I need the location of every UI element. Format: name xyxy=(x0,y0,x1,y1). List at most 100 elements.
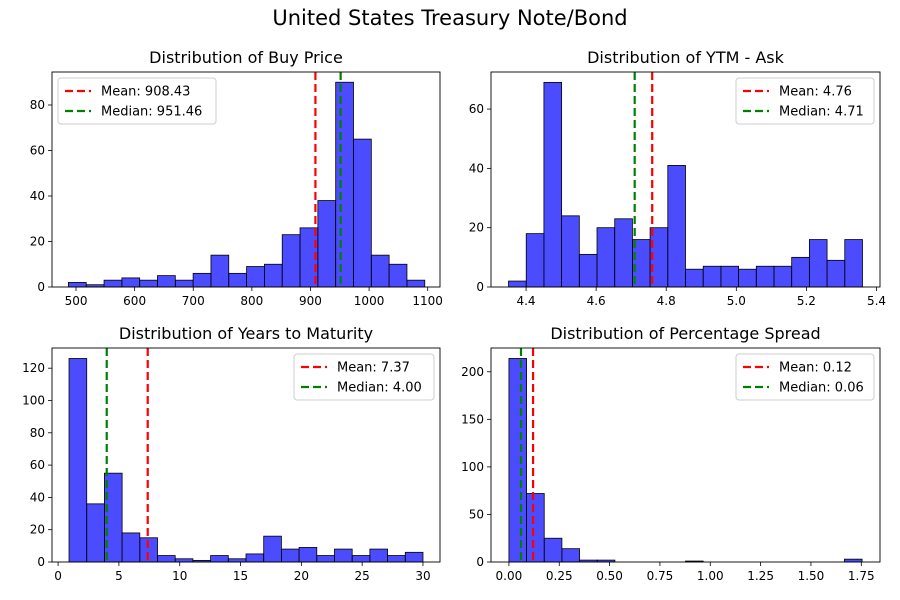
x-tick-label: 1100 xyxy=(412,294,443,308)
x-tick-label: 10 xyxy=(172,569,187,583)
x-tick-label: 0.75 xyxy=(647,569,674,583)
x-tick-label: 25 xyxy=(355,569,370,583)
histogram-bar xyxy=(578,253,598,288)
y-tick-label: 40 xyxy=(30,189,45,203)
x-tick-label: 4.6 xyxy=(587,294,606,308)
x-tick-label: 5.4 xyxy=(867,294,886,308)
legend-median-label: Median: 0.06 xyxy=(779,381,864,396)
histogram-bar xyxy=(406,279,426,288)
histogram-bar xyxy=(263,535,282,563)
histogram-bar xyxy=(508,280,527,288)
y-tick-label: 60 xyxy=(469,102,484,116)
figure-title: United States Treasury Note/Bond xyxy=(272,6,628,30)
histogram-bar xyxy=(86,503,105,563)
histogram-bar xyxy=(596,227,616,288)
axes-frame xyxy=(490,71,881,288)
y-tick-label: 0 xyxy=(37,555,45,569)
y-tick-label: 80 xyxy=(30,426,45,440)
histogram-bar xyxy=(826,259,846,288)
y-tick-label: 60 xyxy=(30,458,45,472)
histogram-bar xyxy=(369,548,388,563)
legend-mean-label: Mean: 908.43 xyxy=(101,85,190,100)
legend-median-label: Median: 951.46 xyxy=(101,105,202,120)
subplot-3: 0 5 10 15 20 25 30 0 20 40 60 80 100 120 Distribution … xyxy=(22,324,441,583)
axes-frame xyxy=(51,71,441,288)
histogram-bar xyxy=(335,81,354,288)
x-tick-label: 0.50 xyxy=(596,569,623,583)
histogram-bar xyxy=(773,265,793,288)
x-tick-label: 700 xyxy=(182,294,205,308)
x-tick-label: 1000 xyxy=(354,294,385,308)
x-tick-label: 600 xyxy=(123,294,146,308)
histogram-bar xyxy=(543,537,563,563)
x-tick-label: 0.25 xyxy=(546,569,573,583)
histogram-bar xyxy=(245,553,265,563)
histogram-bar xyxy=(353,138,372,288)
histogram-bar xyxy=(525,233,545,288)
histogram-bar xyxy=(210,555,229,563)
subplot-2: 4.4 4.6 4.8 5.0 5.2 5.4 0 20 40 60 Distribution of… xyxy=(469,48,886,308)
subplot-title: Distribution of Buy Price xyxy=(149,48,343,67)
y-tick-label: 40 xyxy=(30,490,45,504)
histogram-bar xyxy=(526,493,545,563)
subplot-title: Distribution of YTM - Ask xyxy=(587,48,785,67)
y-tick-label: 60 xyxy=(30,143,45,157)
histogram-bar xyxy=(227,558,247,563)
x-tick-label: 0 xyxy=(54,569,62,583)
histogram-bar xyxy=(174,279,194,288)
x-tick-label: 800 xyxy=(240,294,263,308)
axes-frame xyxy=(490,347,881,563)
y-tick-label: 120 xyxy=(22,361,45,375)
legend: Mean: 908.43 Median: 951.46 xyxy=(57,77,217,125)
y-tick-label: 0 xyxy=(476,555,484,569)
histogram-bar xyxy=(68,282,87,288)
legend-median-label: Median: 4.00 xyxy=(337,381,422,396)
x-tick-label: 15 xyxy=(233,569,248,583)
y-tick-label: 20 xyxy=(30,523,45,537)
histogram-bar xyxy=(157,275,176,288)
x-tick-label: 1.25 xyxy=(747,569,774,583)
y-tick-label: 150 xyxy=(461,412,484,426)
histogram-bar xyxy=(738,268,757,288)
histogram-bar xyxy=(667,165,686,288)
histogram-bar xyxy=(192,272,212,288)
subplot-title: Distribution of Years to Maturity xyxy=(119,324,373,343)
x-tick-label: 30 xyxy=(415,569,430,583)
y-tick-label: 200 xyxy=(461,365,484,379)
histogram-bar xyxy=(370,254,390,288)
x-tick-label: 5.0 xyxy=(727,294,746,308)
histogram-bar xyxy=(351,555,371,563)
histogram-bar xyxy=(543,81,563,288)
y-tick-label: 100 xyxy=(22,393,45,407)
y-tick-label: 0 xyxy=(37,280,45,294)
histogram-bar xyxy=(210,254,230,288)
histogram-bar xyxy=(791,256,810,288)
histogram-bar xyxy=(280,548,300,563)
x-tick-label: 0.00 xyxy=(496,569,523,583)
subplot-title: Distribution of Percentage Spread xyxy=(550,324,820,343)
legend-box xyxy=(293,353,435,401)
histogram-bar xyxy=(298,547,318,563)
legend: Mean: 7.37 Median: 4.00 xyxy=(293,353,435,401)
x-tick-label: 1.00 xyxy=(697,569,724,583)
histogram-bar xyxy=(755,265,775,288)
y-tick-label: 0 xyxy=(476,280,484,294)
x-tick-label: 4.4 xyxy=(516,294,535,308)
x-tick-label: 500 xyxy=(65,294,88,308)
histogram-bar xyxy=(174,558,194,563)
histogram-bar xyxy=(103,279,123,288)
histogram-bar xyxy=(317,200,337,288)
y-tick-label: 20 xyxy=(469,221,484,235)
legend-box xyxy=(57,77,217,125)
y-tick-label: 80 xyxy=(30,98,45,112)
histogram-bar xyxy=(387,555,406,563)
histogram-bar xyxy=(68,358,88,563)
histogram-bar xyxy=(404,551,424,563)
x-tick-label: 20 xyxy=(294,569,309,583)
histogram-bar xyxy=(121,277,141,288)
histogram-bar xyxy=(139,279,158,288)
y-tick-label: 40 xyxy=(469,161,484,175)
histogram-bar xyxy=(388,263,408,288)
